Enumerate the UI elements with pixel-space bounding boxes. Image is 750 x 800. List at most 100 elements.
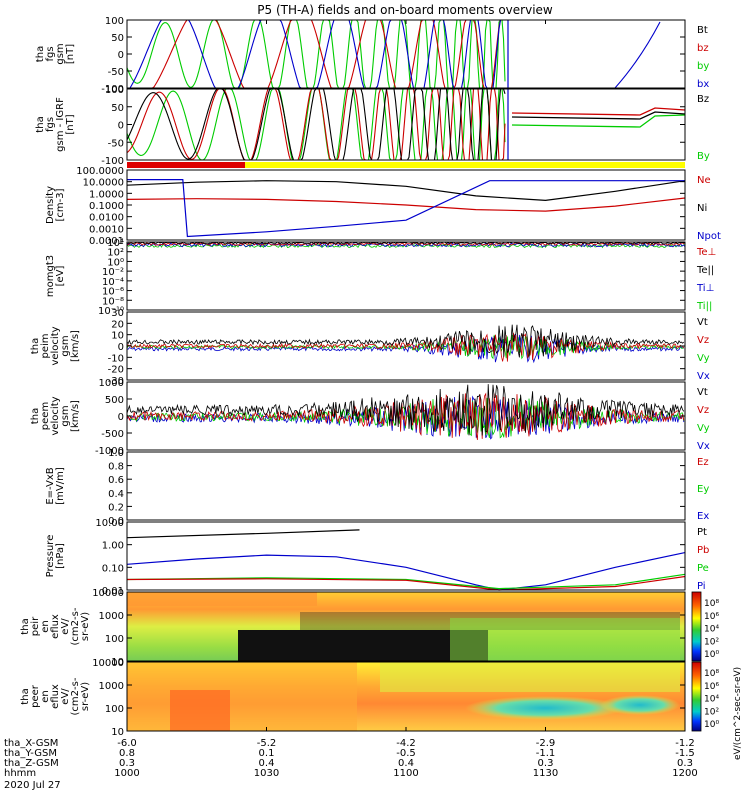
y-tick-label: 10⁻⁴ — [102, 277, 124, 288]
x-tick-label: -1.1 — [536, 748, 556, 759]
y-axis-label: peer — [30, 684, 41, 708]
y-tick-label: 0 — [118, 50, 124, 61]
legend-entry: By — [697, 151, 710, 162]
x-row-label: tha_X-GSM — [4, 738, 58, 749]
y-axis-label: tha — [30, 338, 41, 354]
series-ne — [126, 197, 686, 212]
legend-entry: Ti⊥ — [696, 283, 714, 294]
legend-entry: Vx — [697, 441, 710, 452]
legend-entry: Ne — [697, 175, 711, 186]
x-tick-label: 0.4 — [398, 758, 414, 769]
y-axis-label: sr-eV) — [80, 612, 91, 641]
y-axis-label: en — [40, 620, 51, 633]
colorbar-tick: 10⁴ — [704, 695, 719, 705]
y-tick-label: 0.8 — [108, 462, 124, 473]
panel-e-field: 1.0 0.8 0.6 0.4 0.2 0.0 E=-VxB [mV/m] Ez Ey Ex — [45, 448, 709, 527]
y-tick-label: 50 — [111, 103, 124, 114]
legend-entry: Pe — [697, 563, 709, 574]
y-tick-label: 10⁻² — [102, 267, 124, 278]
y-axis-label: en — [40, 690, 51, 703]
x-tick-label: 0.3 — [677, 758, 693, 769]
legend-entry: bz — [697, 43, 709, 54]
x-tick-label: -4.2 — [396, 738, 416, 749]
y-axis-label: [nT] — [65, 114, 76, 134]
y-tick-label: 10.00 — [95, 518, 124, 529]
legend-entry: Vt — [697, 387, 708, 398]
y-axis-label: [km/s] — [70, 400, 81, 432]
colorbar-tick: 10⁶ — [704, 612, 719, 622]
series-ni — [126, 180, 686, 202]
panel-peer-eflux: 10000 1000 100 10 tha peer en eflux eV/(cm2-s-sr… — [20, 658, 719, 738]
y-tick-label: 10⁻¹⁰ — [98, 306, 124, 317]
legend-entry: Npot — [697, 231, 721, 242]
y-tick-label: -20 — [108, 365, 124, 376]
colorbar-tick: 10⁸ — [704, 669, 719, 679]
legend-entry: Ti|| — [696, 301, 712, 312]
y-axis-label: (cm2-s- — [70, 677, 81, 715]
y-tick-label: 0.10 — [102, 563, 124, 574]
y-tick-label: 1000 — [99, 378, 124, 389]
y-tick-label: 10⁰ — [107, 257, 124, 268]
y-axis-label: velocity — [50, 396, 61, 435]
legend-entry: Bz — [697, 94, 709, 105]
x-tick-label: 0.4 — [259, 758, 275, 769]
y-tick-label: 100 — [105, 85, 124, 96]
panel-fgs-gsm-dip: 100 50 0 -50 -100 tha fgs gsm - IGRF [nT] Bz By — [35, 85, 710, 167]
y-tick-label: 1000 — [99, 681, 124, 692]
x-tick-label: -6.0 — [117, 738, 137, 749]
y-tick-label: 10.0000 — [83, 178, 124, 189]
legend-entry: Vz — [697, 405, 709, 416]
y-tick-label: 10 — [111, 657, 124, 668]
y-tick-label: 500 — [105, 395, 124, 406]
y-tick-label: 0.0001 — [89, 236, 124, 247]
x-row-label: tha_Y-GSM — [4, 748, 57, 759]
y-axis-label: tha — [30, 408, 41, 424]
y-axis-label: E=-VxB — [45, 467, 56, 504]
series-npot — [127, 179, 685, 238]
legend-entry: Pt — [697, 527, 707, 538]
y-tick-label: 1000 — [99, 611, 124, 622]
legend-entry: Pb — [697, 545, 709, 556]
y-tick-label: -1000 — [95, 446, 124, 457]
y-axis-label: tha — [20, 688, 31, 704]
chart-lines — [126, 179, 686, 591]
y-axis-label: eflux — [50, 684, 61, 709]
y-axis-label: [nT] — [65, 44, 76, 64]
y-tick-label: 1.0000 — [89, 189, 124, 200]
panel-density: 100.000010.00001.00000.10000.01000.00100… — [45, 166, 721, 247]
y-tick-label: 100.0000 — [76, 166, 124, 177]
legend-entry: Bt — [697, 25, 708, 36]
date-label: 2020 Jul 27 — [4, 780, 61, 791]
legend-entry: bx — [697, 79, 709, 90]
legend-entry: Pi — [697, 581, 706, 592]
y-axis-label: sr-eV) — [80, 682, 91, 711]
y-tick-label: 100 — [105, 634, 124, 645]
y-tick-label: 10² — [107, 248, 124, 259]
x-tick-label: 0.1 — [259, 748, 275, 759]
panel-peir-eflux: 10000 1000 100 10 tha peir en eflux eV/(cm2-s-sr… — [20, 588, 719, 668]
velocity-traces — [126, 241, 686, 440]
series-pt — [126, 529, 360, 539]
y-axis-label: fgs — [45, 117, 56, 132]
series-pe — [126, 573, 686, 590]
legend-entry: Vz — [697, 335, 709, 346]
legend-entry: Ex — [697, 511, 709, 522]
y-tick-label: 20 — [111, 319, 124, 330]
y-tick-label: 10⁻⁶ — [102, 287, 124, 298]
x-tick-label: 1030 — [254, 768, 279, 779]
x-tick-label: 1130 — [533, 768, 558, 779]
y-tick-label: -50 — [108, 138, 124, 149]
series-pi — [126, 552, 686, 591]
y-axis-label: gsm — [60, 405, 71, 426]
y-tick-label: 10⁻⁸ — [102, 296, 124, 307]
y-axis-label: tha — [35, 46, 46, 62]
y-axis-label: (cm2-s- — [70, 607, 81, 645]
y-tick-label: -500 — [101, 429, 124, 440]
legend-entry: Te⊥ — [696, 247, 716, 258]
x-tick-label: -1.5 — [675, 748, 695, 759]
colorbar-tick: 10⁶ — [704, 682, 719, 692]
y-axis-label: fgs — [45, 46, 56, 61]
colorbar-tick: 10⁰ — [704, 720, 719, 730]
y-axis-label: gsm — [55, 43, 66, 64]
